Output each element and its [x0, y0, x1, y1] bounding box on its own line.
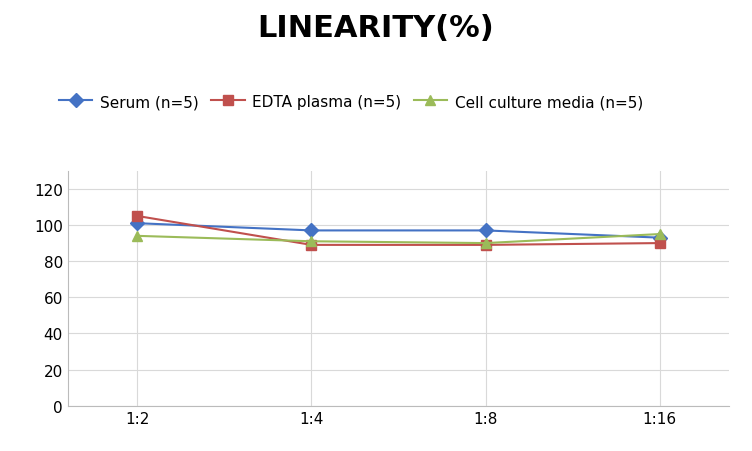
Cell culture media (n=5): [307, 239, 316, 244]
EDTA plasma (n=5): [481, 243, 490, 248]
Legend: Serum (n=5), EDTA plasma (n=5), Cell culture media (n=5): Serum (n=5), EDTA plasma (n=5), Cell cul…: [53, 89, 649, 116]
Serum (n=5): [655, 235, 664, 241]
Text: LINEARITY(%): LINEARITY(%): [258, 14, 494, 42]
Serum (n=5): [307, 228, 316, 234]
Line: Serum (n=5): Serum (n=5): [132, 219, 665, 243]
Serum (n=5): [481, 228, 490, 234]
Cell culture media (n=5): [133, 234, 142, 239]
EDTA plasma (n=5): [307, 243, 316, 248]
Line: EDTA plasma (n=5): EDTA plasma (n=5): [132, 212, 665, 250]
EDTA plasma (n=5): [655, 241, 664, 246]
Line: Cell culture media (n=5): Cell culture media (n=5): [132, 230, 665, 249]
Cell culture media (n=5): [481, 241, 490, 246]
Cell culture media (n=5): [655, 232, 664, 237]
EDTA plasma (n=5): [133, 214, 142, 219]
Serum (n=5): [133, 221, 142, 226]
